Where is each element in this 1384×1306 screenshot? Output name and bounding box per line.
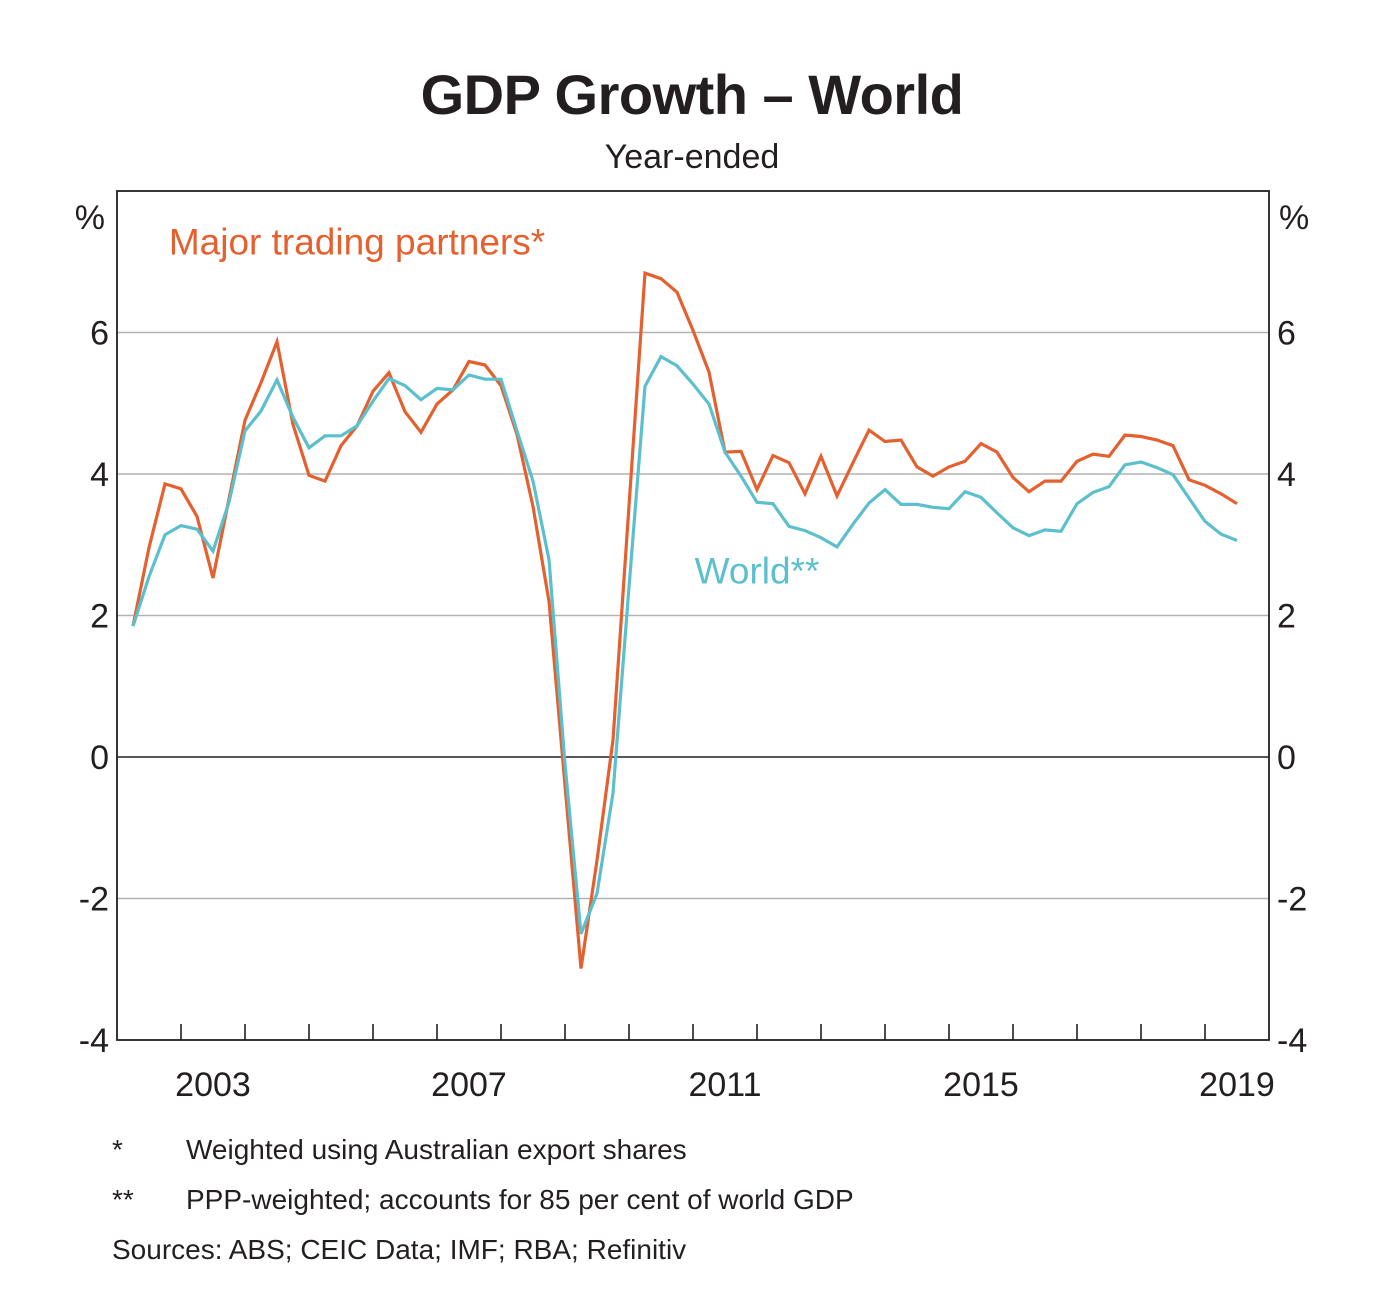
y-tick-label-right: 2 [1277, 598, 1296, 636]
y-tick-label-right: -2 [1277, 881, 1307, 919]
y-tick-label-right: -4 [1277, 1022, 1307, 1060]
y-tick-label-right: 0 [1277, 739, 1296, 777]
axis-labels: 2003 2007 2011 2015 2019-4 -4-2 -20 02 24 46 6%% [75, 199, 1309, 1104]
series-line-world [131, 354, 1238, 935]
x-tick-label: 2011 [688, 1066, 761, 1104]
chart-subtitle: Year-ended [604, 138, 780, 176]
y-tick-label-left: 0 [90, 739, 109, 777]
footnote-2-text: PPP-weighted; accounts for 85 per cent o… [186, 1184, 854, 1215]
y-tick-label-left: 6 [90, 315, 109, 353]
footnote-1-mark: * [112, 1134, 123, 1165]
chart-title: GDP Growth – World [420, 63, 964, 126]
x-tick-label: 2015 [943, 1066, 1019, 1104]
y-unit-label-left: % [75, 199, 105, 237]
x-tick-label: 2003 [175, 1066, 251, 1104]
y-tick-label-right: 6 [1277, 315, 1296, 353]
x-tick-label: 2007 [431, 1066, 507, 1104]
series-annotations: Major trading partners* World** [169, 222, 820, 592]
y-tick-label-left: 2 [90, 598, 109, 636]
series-line-major-trading-partners [131, 270, 1238, 969]
y-unit-label-right: % [1279, 199, 1309, 237]
sources-note: Sources: ABS; CEIC Data; IMF; RBA; Refin… [112, 1234, 687, 1265]
footnote-2-mark: ** [112, 1184, 134, 1215]
y-tick-label-left: 4 [90, 456, 109, 494]
y-tick-label-left: -2 [79, 881, 109, 919]
x-tick-label: 2019 [1199, 1066, 1275, 1104]
footnote-2: ** PPP-weighted; accounts for 85 per cen… [112, 1184, 1112, 1218]
footnote-1: * Weighted using Australian export share… [112, 1134, 1112, 1168]
series-lines [131, 270, 1238, 969]
series-label-major-trading-partners: Major trading partners* [169, 222, 545, 263]
y-tick-label-left: -4 [79, 1022, 109, 1060]
axis-ticks [180, 1024, 1206, 1040]
footnote-1-text: Weighted using Australian export shares [186, 1134, 687, 1165]
series-label-world: World** [695, 551, 820, 592]
gridlines [117, 331, 1269, 900]
y-tick-label-right: 4 [1277, 456, 1296, 494]
